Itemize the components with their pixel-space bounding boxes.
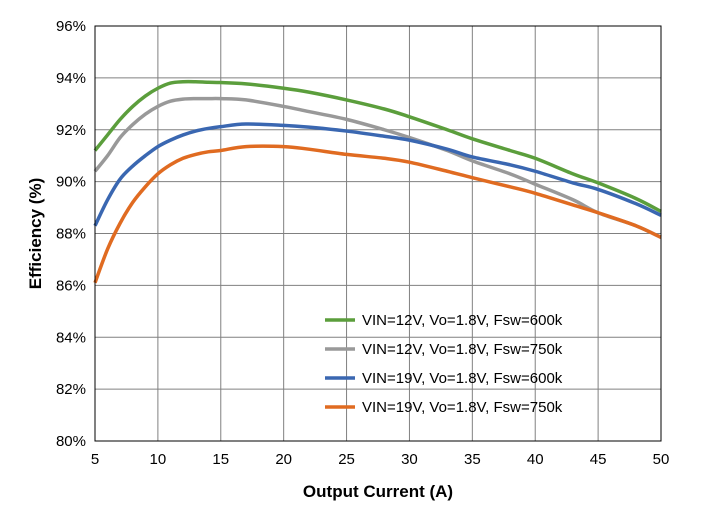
x-tick-label: 35	[464, 451, 481, 468]
x-tick-label: 25	[338, 451, 355, 468]
x-tick-label: 10	[150, 451, 167, 468]
x-tick-label: 20	[275, 451, 292, 468]
y-tick-label: 94%	[56, 70, 86, 87]
legend-label-3: VIN=19V, Vo=1.8V, Fsw=600k	[362, 370, 563, 387]
x-tick-labels: 5 10 15 20 25 30 35 40 45 50	[91, 451, 670, 468]
y-tick-label: 90%	[56, 174, 86, 191]
y-tick-label: 80%	[56, 433, 86, 450]
y-tick-label: 84%	[56, 329, 86, 346]
legend: VIN=12V, Vo=1.8V, Fsw=600k VIN=12V, Vo=1.…	[325, 312, 563, 416]
legend-label-4: VIN=19V, Vo=1.8V, Fsw=750k	[362, 399, 563, 416]
x-tick-label: 30	[401, 451, 418, 468]
series-line-3	[93, 122, 662, 227]
x-tick-label: 15	[212, 451, 229, 468]
y-tick-label: 92%	[56, 122, 86, 139]
y-tick-label: 82%	[56, 381, 86, 398]
series-line-2	[93, 96, 662, 239]
plot-frame	[94, 25, 662, 442]
y-tick-labels: 80% 82% 84% 86% 88% 90% 92% 94% 96%	[56, 18, 86, 450]
y-tick-label: 96%	[56, 18, 86, 35]
x-tick-label: 45	[590, 451, 607, 468]
y-tick-label: 88%	[56, 226, 86, 243]
x-tick-label: 40	[527, 451, 544, 468]
x-tick-label: 5	[91, 451, 99, 468]
y-axis-title: Efficiency (%)	[26, 178, 45, 289]
legend-label-1: VIN=12V, Vo=1.8V, Fsw=600k	[362, 312, 563, 329]
x-tick-label: 50	[653, 451, 670, 468]
series-line-4	[93, 144, 662, 284]
y-tick-label: 86%	[56, 277, 86, 294]
series-layer	[93, 79, 662, 284]
x-axis-title: Output Current (A)	[303, 482, 453, 501]
series-line-1	[93, 79, 662, 214]
legend-label-2: VIN=12V, Vo=1.8V, Fsw=750k	[362, 341, 563, 358]
